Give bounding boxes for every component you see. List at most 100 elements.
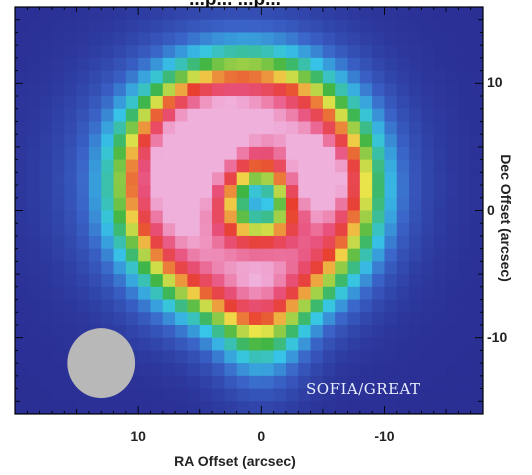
heatmap-cell (470, 312, 483, 326)
heatmap-cell (347, 363, 361, 377)
heatmap-cell (446, 32, 459, 46)
heatmap-cell (347, 223, 361, 237)
heatmap-cell (359, 146, 373, 161)
heatmap-cell (421, 210, 435, 224)
heatmap-cell (322, 70, 336, 84)
heatmap-cell (15, 83, 28, 97)
heatmap-cell (224, 286, 238, 301)
heatmap-cell (446, 248, 459, 262)
heatmap-cell (335, 197, 349, 212)
heatmap-cell (273, 134, 287, 148)
heatmap-cell (433, 312, 447, 326)
heatmap-cell (359, 261, 373, 275)
heatmap-cell (384, 45, 398, 59)
heatmap-cell (298, 96, 312, 110)
heatmap-cell (51, 248, 65, 262)
heatmap-cell (64, 223, 78, 237)
heatmap-cell (446, 19, 459, 34)
heatmap-cell (335, 70, 349, 84)
heatmap-cell (51, 159, 65, 173)
heatmap-cell (64, 32, 78, 46)
heatmap-cell (446, 134, 459, 148)
heatmap-cell (396, 134, 410, 148)
heatmap-cell (212, 185, 225, 199)
heatmap-cell (187, 363, 201, 377)
heatmap-cell (88, 286, 102, 301)
heatmap-cell (125, 286, 139, 301)
heatmap-cell (470, 350, 483, 364)
heatmap-cell (285, 185, 299, 199)
heatmap-cell (162, 159, 176, 173)
heatmap-cell (372, 32, 386, 46)
heatmap-cell (101, 185, 115, 199)
heatmap-cell (359, 45, 373, 59)
heatmap-cell (125, 261, 139, 275)
heatmap-cell (162, 261, 176, 275)
heatmap-cell (249, 172, 262, 186)
heatmap-cell (310, 45, 324, 59)
heatmap-cell (224, 401, 238, 414)
heatmap-cell (322, 185, 336, 199)
heatmap-cell (409, 286, 423, 301)
heatmap-cell (199, 274, 213, 288)
heatmap-cell (199, 388, 213, 402)
heatmap-cell (458, 96, 472, 110)
heatmap-cell (51, 274, 65, 288)
heatmap-cell (64, 19, 78, 34)
heatmap-cell (298, 274, 312, 288)
heatmap-cell (273, 19, 287, 34)
heatmap-cell (359, 134, 373, 148)
heatmap-cell (285, 312, 299, 326)
heatmap-cell (298, 337, 312, 352)
heatmap-cell (113, 146, 127, 161)
heatmap-cell (88, 210, 102, 224)
heatmap-cell (273, 70, 287, 84)
heatmap-cell (27, 324, 41, 339)
heatmap-cell (212, 7, 225, 21)
heatmap-cell (101, 223, 115, 237)
heatmap-cell (285, 45, 299, 59)
heatmap-cell (372, 70, 386, 84)
heatmap-cell (199, 108, 213, 123)
heatmap-cell (125, 401, 139, 414)
heatmap-cell (138, 185, 152, 199)
heatmap-cell (384, 286, 398, 301)
heatmap-cell (224, 235, 238, 250)
heatmap-cell (359, 375, 373, 390)
heatmap-cell (39, 172, 53, 186)
heatmap-cell (138, 375, 152, 390)
heatmap-cell (187, 210, 201, 224)
heatmap-cell (249, 235, 262, 250)
heatmap-cell (409, 401, 423, 414)
heatmap-cell (249, 159, 262, 173)
heatmap-cell (224, 185, 238, 199)
heatmap-cell (138, 299, 152, 313)
heatmap-cell (76, 312, 90, 326)
heatmap-cell (470, 248, 483, 262)
heatmap-cell (249, 401, 262, 414)
heatmap-cell (76, 134, 90, 148)
heatmap-cell (64, 274, 78, 288)
heatmap-cell (359, 121, 373, 135)
heatmap-cell (298, 299, 312, 313)
heatmap-cell (458, 57, 472, 72)
heatmap-cell (273, 197, 287, 212)
heatmap-cell (322, 210, 336, 224)
heatmap-cell (261, 401, 275, 414)
heatmap-cell (409, 223, 423, 237)
heatmap-cell (113, 274, 127, 288)
heatmap-cell (101, 312, 115, 326)
heatmap-cell (409, 159, 423, 173)
heatmap-cell (27, 312, 41, 326)
heatmap-cell (187, 197, 201, 212)
heatmap-cell (433, 337, 447, 352)
heatmap-cell (347, 324, 361, 339)
heatmap-cell (162, 312, 176, 326)
heatmap-cell (298, 223, 312, 237)
heatmap-cell (27, 197, 41, 212)
heatmap-cell (39, 388, 53, 402)
heatmap-cell (261, 235, 275, 250)
heatmap-cell (433, 248, 447, 262)
heatmap-cell (88, 45, 102, 59)
heatmap-cell (409, 70, 423, 84)
